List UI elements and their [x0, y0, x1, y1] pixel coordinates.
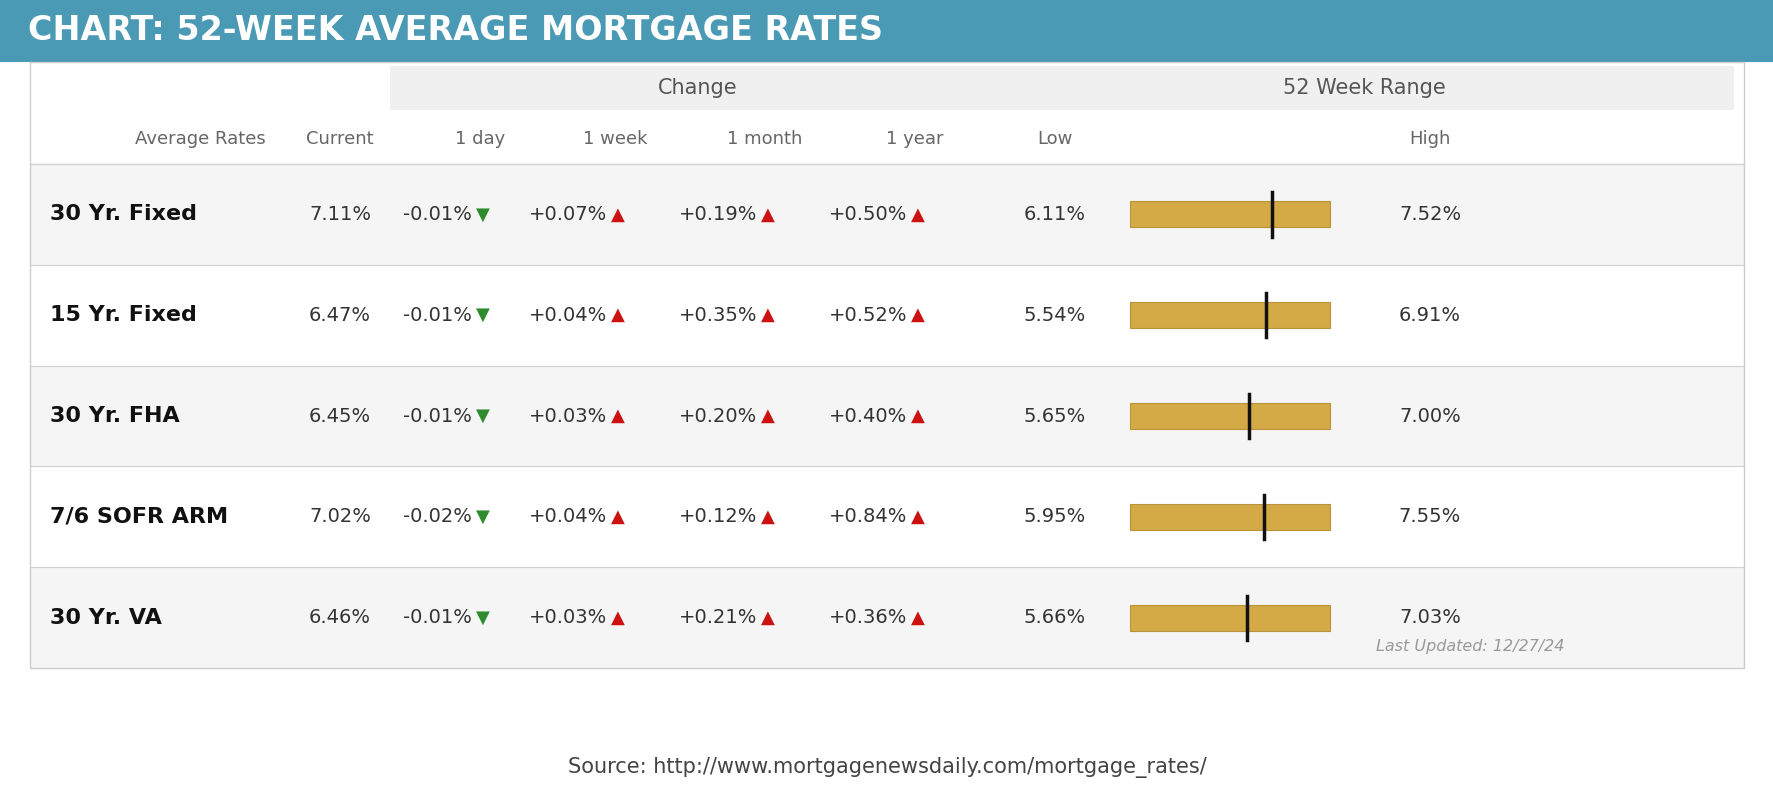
Text: -0.01%: -0.01%: [402, 406, 472, 426]
Text: ▲: ▲: [911, 205, 924, 223]
Text: ▼: ▼: [475, 306, 489, 324]
Text: 6.45%: 6.45%: [309, 406, 371, 426]
Text: Current: Current: [307, 130, 374, 148]
Text: 1 month: 1 month: [727, 130, 801, 148]
Text: Source: http://www.mortgagenewsdaily.com/mortgage_rates/: Source: http://www.mortgagenewsdaily.com…: [567, 758, 1206, 778]
Text: 7.00%: 7.00%: [1399, 406, 1459, 426]
Text: +0.03%: +0.03%: [528, 406, 606, 426]
Text: +0.84%: +0.84%: [828, 507, 906, 526]
Text: 30 Yr. FHA: 30 Yr. FHA: [50, 406, 179, 426]
Bar: [30, 62, 1743, 114]
Text: 5.54%: 5.54%: [1023, 305, 1085, 325]
Text: ▲: ▲: [610, 205, 624, 223]
Text: ▲: ▲: [610, 608, 624, 626]
Text: +0.21%: +0.21%: [679, 608, 757, 627]
Text: 30 Yr. Fixed: 30 Yr. Fixed: [50, 204, 197, 225]
Text: +0.07%: +0.07%: [528, 205, 606, 224]
Bar: [30, 265, 1743, 365]
Text: 6.91%: 6.91%: [1399, 305, 1461, 325]
Text: ▼: ▼: [475, 407, 489, 425]
Bar: [30, 365, 1743, 466]
Bar: [30, 567, 1743, 668]
Text: ▲: ▲: [911, 608, 924, 626]
Text: +0.50%: +0.50%: [828, 205, 906, 224]
Text: +0.20%: +0.20%: [679, 406, 757, 426]
Text: Change: Change: [658, 78, 738, 98]
Text: ▼: ▼: [475, 507, 489, 526]
Text: 1 week: 1 week: [582, 130, 647, 148]
Text: 1 year: 1 year: [886, 130, 943, 148]
Text: +0.35%: +0.35%: [677, 305, 757, 325]
Text: 1 day: 1 day: [454, 130, 505, 148]
Text: ▲: ▲: [610, 306, 624, 324]
Text: 15 Yr. Fixed: 15 Yr. Fixed: [50, 305, 197, 325]
Text: ▲: ▲: [761, 306, 775, 324]
Text: 6.46%: 6.46%: [309, 608, 371, 627]
Text: ▲: ▲: [610, 507, 624, 526]
Text: ▼: ▼: [475, 608, 489, 626]
Text: -0.02%: -0.02%: [402, 507, 472, 526]
Text: +0.04%: +0.04%: [528, 305, 606, 325]
Bar: [1129, 604, 1330, 630]
Text: -0.01%: -0.01%: [402, 305, 472, 325]
Text: ▲: ▲: [761, 507, 775, 526]
Bar: [1129, 403, 1330, 429]
Text: 5.65%: 5.65%: [1023, 406, 1085, 426]
Text: Low: Low: [1037, 130, 1073, 148]
Bar: [390, 66, 1005, 110]
Text: 6.47%: 6.47%: [309, 305, 371, 325]
Text: Last Updated: 12/27/24: Last Updated: 12/27/24: [1376, 638, 1564, 654]
Text: +0.03%: +0.03%: [528, 608, 606, 627]
Text: ▲: ▲: [911, 407, 924, 425]
Text: ▲: ▲: [610, 407, 624, 425]
Text: ▲: ▲: [761, 205, 775, 223]
Text: 5.95%: 5.95%: [1023, 507, 1085, 526]
Text: 7.55%: 7.55%: [1399, 507, 1461, 526]
Text: +0.12%: +0.12%: [679, 507, 757, 526]
Text: ▲: ▲: [761, 407, 775, 425]
Bar: [30, 62, 1743, 668]
Bar: [30, 114, 1743, 164]
Bar: [995, 66, 1732, 110]
Text: ▲: ▲: [911, 306, 924, 324]
Text: ▼: ▼: [475, 205, 489, 223]
Text: ▲: ▲: [761, 608, 775, 626]
Text: 30 Yr. VA: 30 Yr. VA: [50, 608, 161, 628]
Text: CHART: 52-WEEK AVERAGE MORTGAGE RATES: CHART: 52-WEEK AVERAGE MORTGAGE RATES: [28, 15, 883, 48]
Text: ▲: ▲: [911, 507, 924, 526]
Text: 7.02%: 7.02%: [309, 507, 371, 526]
Text: +0.04%: +0.04%: [528, 507, 606, 526]
Text: 7.11%: 7.11%: [309, 205, 371, 224]
Text: 7.03%: 7.03%: [1399, 608, 1461, 627]
Text: 7.52%: 7.52%: [1399, 205, 1461, 224]
Bar: [0, 0, 1773, 62]
Text: 7/6 SOFR ARM: 7/6 SOFR ARM: [50, 507, 229, 527]
Bar: [1129, 302, 1330, 328]
Text: 5.66%: 5.66%: [1023, 608, 1085, 627]
Text: +0.36%: +0.36%: [828, 608, 906, 627]
Text: 6.11%: 6.11%: [1023, 205, 1085, 224]
Bar: [30, 466, 1743, 567]
Bar: [30, 164, 1743, 265]
Text: +0.40%: +0.40%: [828, 406, 906, 426]
Text: 52 Week Range: 52 Week Range: [1282, 78, 1445, 98]
Text: +0.19%: +0.19%: [679, 205, 757, 224]
Text: -0.01%: -0.01%: [402, 205, 472, 224]
Bar: [1129, 504, 1330, 530]
Text: Average Rates: Average Rates: [135, 130, 266, 148]
Bar: [1129, 201, 1330, 227]
Text: High: High: [1408, 130, 1450, 148]
Text: -0.01%: -0.01%: [402, 608, 472, 627]
Text: +0.52%: +0.52%: [828, 305, 906, 325]
